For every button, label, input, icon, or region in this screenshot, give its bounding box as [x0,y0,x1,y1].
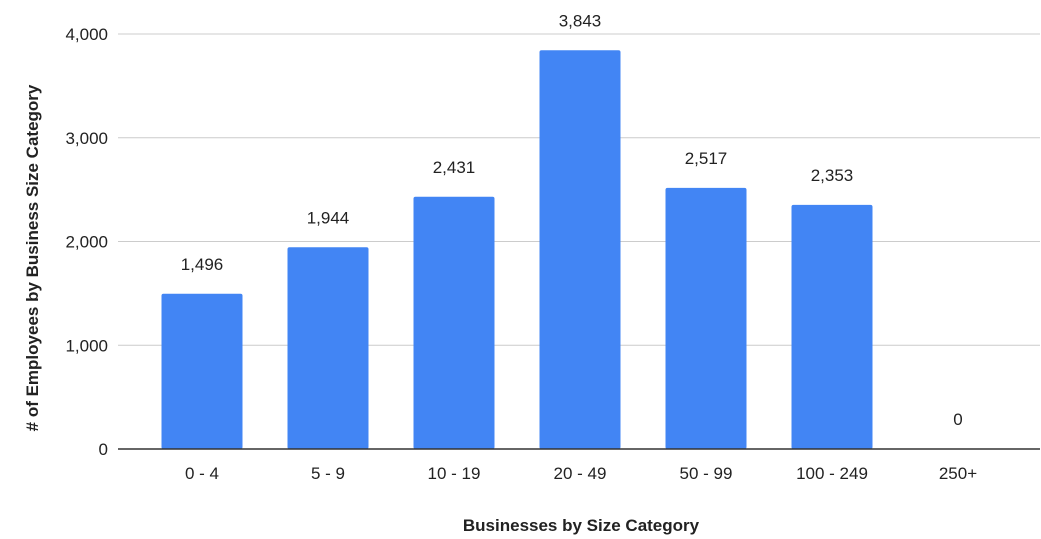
data-label: 0 [953,410,962,429]
x-tick-label: 5 - 9 [311,464,345,483]
data-label: 1,944 [307,208,350,227]
bar [287,247,369,449]
data-label: 3,843 [559,11,602,30]
x-tick-label: 250+ [939,464,977,483]
x-tick-label: 20 - 49 [554,464,607,483]
data-label: 2,517 [685,149,728,168]
x-tick-label: 10 - 19 [428,464,481,483]
x-tick-label: 50 - 99 [680,464,733,483]
bar [161,293,243,449]
y-axis-ticks: 0 1,000 2,000 3,000 4,000 [65,25,108,459]
bar [665,187,747,449]
x-axis-ticks: 0 - 4 5 - 9 10 - 19 20 - 49 50 - 99 100 - 249… [185,464,977,483]
data-labels: 1,496 1,944 2,431 3,843 2,517 2,353 0 [181,11,963,429]
bar [413,196,495,449]
bar [539,50,621,449]
x-tick-label: 0 - 4 [185,464,219,483]
bars [161,50,873,449]
y-tick-label: 4,000 [65,25,108,44]
y-tick-label: 2,000 [65,233,108,252]
y-tick-label: 3,000 [65,129,108,148]
y-tick-label: 0 [99,440,108,459]
bar [791,204,873,449]
y-tick-label: 1,000 [65,336,108,355]
x-axis-title: Businesses by Size Category [463,516,700,535]
x-tick-label: 100 - 249 [796,464,868,483]
y-axis-title: # of Employees by Business Size Category [23,84,42,431]
data-label: 2,353 [811,166,854,185]
data-label: 2,431 [433,158,476,177]
data-label: 1,496 [181,255,224,274]
